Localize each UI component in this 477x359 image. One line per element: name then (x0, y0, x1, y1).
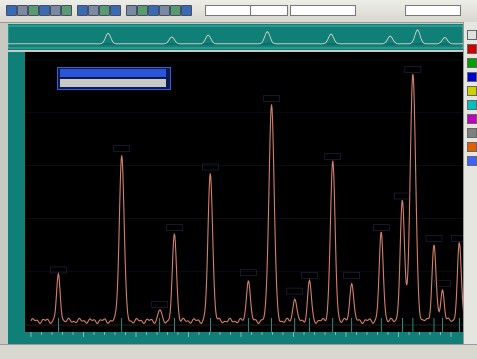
peak-label-box-6 (240, 269, 257, 276)
peak-label-box-9 (301, 272, 318, 279)
peak-label-box-12 (373, 224, 390, 231)
settings-icon[interactable] (170, 5, 181, 16)
chromatogram-plot[interactable] (25, 52, 463, 332)
cut-icon[interactable] (50, 5, 61, 16)
peak-icon[interactable] (137, 5, 148, 16)
color-swatch-3[interactable] (467, 58, 477, 68)
overview-trace (8, 25, 463, 49)
toolbar-combo3-select[interactable] (290, 5, 356, 16)
peak-label-box-13 (394, 192, 411, 200)
help-icon[interactable] (181, 5, 192, 16)
color-swatch-6[interactable] (467, 100, 477, 110)
x-axis-ticks (30, 332, 452, 337)
color-swatch-4[interactable] (467, 72, 477, 82)
toolbar-combo-right-select[interactable] (405, 5, 461, 16)
toolbar-combo2-select[interactable] (250, 5, 288, 16)
y-axis-bar (8, 52, 25, 344)
peak-label-box-5 (202, 163, 219, 171)
cursor-icon[interactable] (126, 5, 137, 16)
overview-selection[interactable] (8, 25, 463, 49)
color-swatch-2[interactable] (467, 44, 477, 54)
toolbar-combo1-select[interactable] (205, 5, 251, 16)
right-color-panel (463, 22, 477, 344)
peak-label-box-10 (324, 153, 341, 160)
overlay-icon[interactable] (159, 5, 170, 16)
legend-row-2[interactable] (60, 79, 166, 87)
pan-icon[interactable] (110, 5, 121, 16)
color-swatch-7[interactable] (467, 114, 477, 124)
color-swatch-5[interactable] (467, 86, 477, 96)
x-axis-bar (25, 332, 463, 344)
color-swatch-10[interactable] (467, 156, 477, 166)
baseline-icon[interactable] (148, 5, 159, 16)
peak-label-box-7 (263, 95, 280, 102)
color-swatch-1[interactable] (467, 30, 477, 40)
status-bar (0, 344, 477, 359)
grid (25, 59, 463, 272)
peak-label-box-17 (451, 235, 463, 242)
peak-label-box-15 (425, 235, 443, 242)
overview-strip[interactable] (8, 24, 463, 50)
copy-icon[interactable] (61, 5, 72, 16)
zoom-icon[interactable] (99, 5, 110, 16)
save-icon[interactable] (28, 5, 39, 16)
undo-icon[interactable] (88, 5, 99, 16)
overview-line (8, 29, 463, 45)
peak-label-box-2 (113, 145, 130, 152)
peak-label-box-4 (166, 224, 183, 231)
main-toolbar (0, 0, 477, 23)
peak-label-box-1 (50, 266, 67, 274)
peak-label-box-8 (286, 287, 303, 295)
color-swatch-8[interactable] (467, 128, 477, 138)
paste-icon[interactable] (77, 5, 88, 16)
peak-label-box-3 (151, 301, 168, 308)
peak-label-box-16 (434, 279, 451, 287)
legend-row-1[interactable] (60, 69, 166, 77)
peak-label-box-11 (343, 272, 360, 279)
chromatogram-svg (25, 59, 463, 332)
print-icon[interactable] (39, 5, 50, 16)
color-swatch-9[interactable] (467, 142, 477, 152)
chromatogram-trace (30, 73, 463, 325)
peak-label-box-14 (404, 66, 422, 73)
file-icon[interactable] (6, 5, 17, 16)
trace-legend-box[interactable] (57, 67, 171, 90)
open-icon[interactable] (17, 5, 28, 16)
